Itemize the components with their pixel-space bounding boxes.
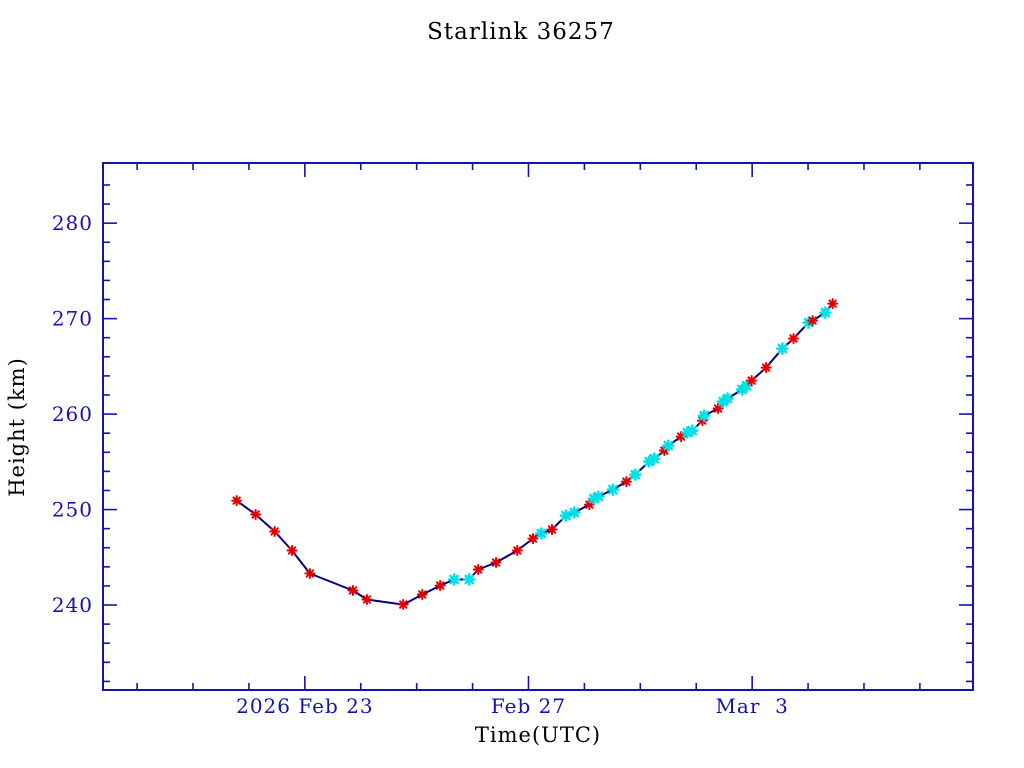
y-tick-label: 240: [52, 593, 93, 617]
x-tick-label: Feb 27: [491, 694, 566, 718]
marker-arm: [399, 600, 408, 609]
marker-arm: [435, 581, 445, 590]
marker-arm: [630, 469, 641, 480]
marker-arm: [789, 334, 798, 343]
marker-arm: [622, 477, 631, 486]
marker-arm: [699, 410, 709, 421]
data-point-marker-red: [746, 375, 758, 387]
data-point-marker-red: [472, 564, 484, 576]
height-data-line: [236, 302, 834, 606]
data-point-marker-red: [250, 509, 262, 521]
data-point-marker-red: [760, 362, 772, 374]
data-point-marker-red: [712, 403, 724, 415]
marker-arm: [418, 590, 427, 599]
marker-arm: [348, 586, 358, 595]
y-tick-label: 270: [52, 307, 93, 331]
data-point-marker-cyan: [686, 424, 699, 437]
marker-arm: [362, 595, 372, 604]
data-point-marker-cyan: [662, 439, 675, 452]
marker-arm: [808, 316, 817, 325]
marker-arm: [747, 376, 756, 385]
marker-arm: [464, 574, 475, 585]
marker-arm: [713, 404, 723, 413]
marker-arm: [251, 510, 260, 519]
data-point-marker-red: [361, 593, 373, 605]
data-point-marker-cyan: [721, 392, 734, 405]
data-point-marker-red: [269, 526, 281, 538]
x-axis-label: Time(UTC): [475, 723, 601, 747]
x-tick-label: 2026 Feb 23: [236, 694, 373, 718]
marker-arm: [513, 546, 522, 555]
data-point-marker-red: [347, 585, 359, 597]
data-point-marker-red: [788, 333, 800, 345]
marker-arm: [761, 363, 771, 372]
data-point-marker-cyan: [462, 573, 476, 586]
marker-arm: [449, 574, 459, 585]
y-tick-label: 260: [52, 402, 93, 426]
data-point-marker-red: [620, 476, 632, 488]
marker-arm: [536, 528, 547, 539]
y-tick-label: 250: [52, 498, 93, 522]
marker-arm: [270, 527, 279, 536]
marker-arm: [676, 432, 686, 441]
data-point-marker-red: [416, 589, 428, 601]
data-point-marker-red: [807, 315, 819, 327]
plot-frame: [102, 162, 974, 691]
data-point-marker-cyan: [535, 527, 548, 540]
y-tick-label: 280: [52, 211, 93, 235]
marker-arm: [722, 393, 733, 404]
data-point-marker-cyan: [819, 306, 832, 319]
data-point-marker-red: [434, 580, 446, 592]
data-point-marker-cyan: [629, 468, 642, 481]
chart-title: Starlink 36257: [427, 19, 615, 45]
marker-arm: [232, 496, 241, 505]
marker-arm: [649, 453, 660, 464]
data-point-marker-red: [397, 599, 409, 611]
marker-arm: [593, 491, 604, 502]
marker-arm: [547, 525, 557, 534]
marker-arm: [663, 440, 674, 451]
data-series: [231, 298, 839, 611]
marker-arm: [287, 546, 297, 555]
axis-ticks: [103, 163, 973, 690]
marker-arm: [608, 484, 618, 495]
data-point-marker-cyan: [592, 490, 605, 503]
data-point-marker-red: [511, 545, 523, 557]
data-point-marker-cyan: [568, 506, 581, 519]
data-point-marker-red: [546, 524, 558, 536]
marker-arm: [569, 507, 580, 518]
data-point-marker-red: [527, 533, 539, 545]
data-point-marker-cyan: [648, 452, 661, 465]
data-point-marker-red: [490, 557, 502, 569]
data-point-marker-red: [231, 495, 243, 507]
y-axis-label: Height (km): [5, 357, 29, 497]
marker-arm: [820, 307, 831, 318]
x-tick-label: Mar 3: [715, 694, 788, 718]
marker-arm: [491, 558, 501, 567]
data-point-marker-red: [827, 298, 839, 310]
data-point-marker-cyan: [697, 409, 711, 422]
marker-arm: [777, 343, 788, 354]
axis-tick-labels: 2026 Feb 23 Feb 27 Mar 3 240 250 260 270 280: [52, 211, 788, 718]
marker-arm: [528, 534, 538, 543]
data-point-marker-red: [304, 568, 316, 580]
data-point-marker-red: [286, 545, 298, 557]
marker-arm: [687, 425, 698, 436]
marker-arm: [305, 569, 315, 578]
marker-arm: [473, 565, 483, 574]
marker-arm: [828, 299, 837, 308]
data-point-marker-cyan: [606, 483, 620, 496]
data-point-marker-cyan: [776, 342, 789, 355]
data-point-marker-cyan: [447, 573, 461, 586]
axes-frame: [102, 162, 974, 691]
